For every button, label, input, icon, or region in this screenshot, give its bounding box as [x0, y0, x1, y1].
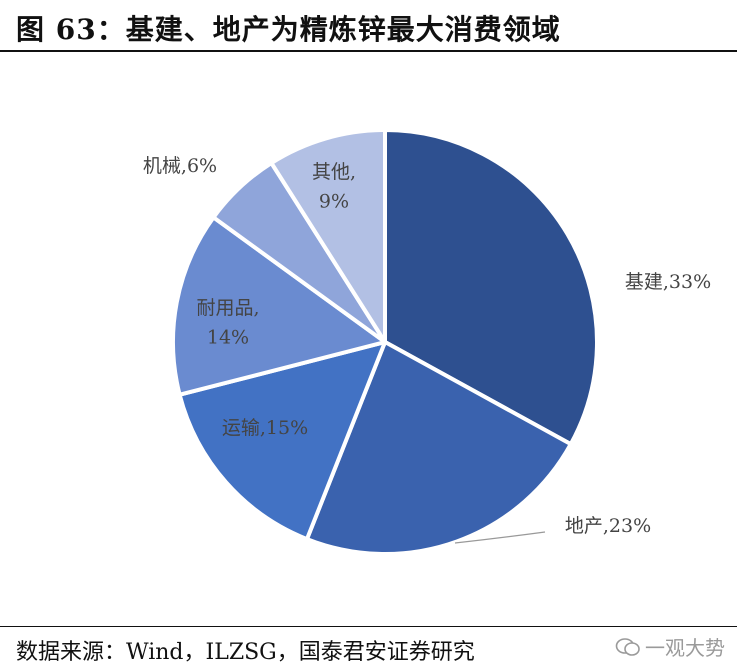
slice-label-5: 机械,6%	[143, 155, 217, 177]
title-rule	[0, 50, 737, 52]
slice-label-3: 运输,15%	[222, 417, 308, 439]
pie-chart: 基建,33% 地产,23% 运输,15% 耐用品, 14% 机械,6% 其他, 9%	[143, 128, 711, 556]
pie-slice-2	[304, 340, 573, 556]
chat-bubble-icon	[615, 637, 640, 656]
watermark: 一观大势	[615, 632, 725, 661]
slice-label-2: 地产,23%	[565, 515, 651, 537]
source-note: 数据来源：Wind，ILZSG，国泰君安证券研究	[16, 640, 475, 665]
slice-label-1: 基建,33%	[625, 271, 711, 293]
pie-slice-3	[177, 340, 387, 542]
source-rule	[0, 626, 737, 627]
pie-slice-4	[171, 215, 387, 397]
figure-title: 图 63：基建、地产为精炼锌最大消费领域	[16, 13, 561, 46]
pie-slice-6	[269, 128, 387, 344]
leader-line	[454, 531, 546, 544]
slice-label-6: 其他, 9%	[312, 161, 356, 212]
pie-slice-1	[383, 128, 599, 447]
slice-label-4: 耐用品, 14%	[196, 297, 259, 348]
watermark-text: 一观大势	[645, 636, 725, 660]
